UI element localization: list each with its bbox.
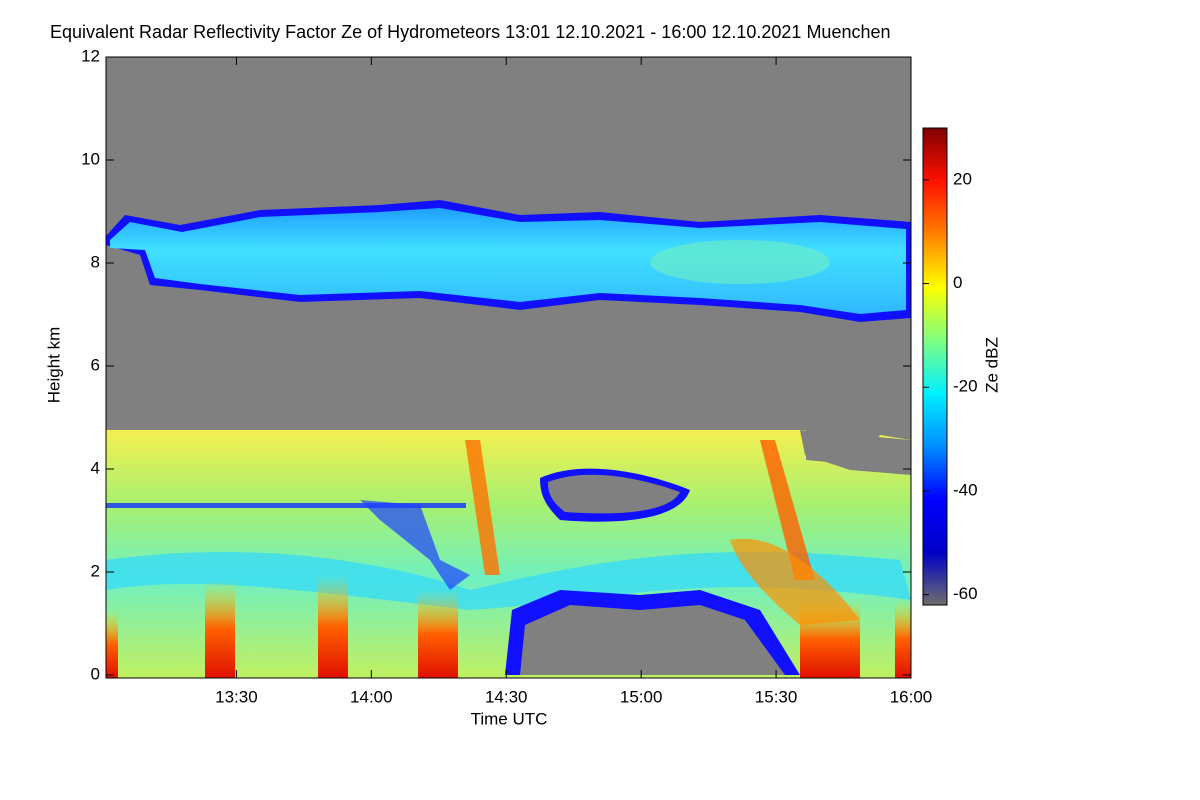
streak — [205, 580, 235, 678]
streak — [895, 600, 911, 678]
hole — [520, 605, 785, 675]
y-tick-label: 8 — [91, 252, 100, 271]
streak — [418, 590, 458, 678]
colorbar-tick-label: 0 — [953, 273, 962, 292]
streak — [730, 538, 860, 625]
x-tick-label: 16:00 — [890, 687, 933, 706]
colorbar — [922, 127, 948, 606]
hole — [800, 430, 911, 475]
y-tick-label: 6 — [91, 355, 100, 374]
cyan-layer — [106, 551, 911, 610]
x-tick-label: 15:30 — [755, 687, 798, 706]
x-tick-label: 14:30 — [485, 687, 528, 706]
chart-title: Equivalent Radar Reflectivity Factor Ze … — [50, 22, 891, 42]
rain-streaks — [106, 440, 911, 678]
blue-layer — [106, 503, 466, 508]
streak — [760, 440, 815, 580]
colorbar-label: Ze dBZ — [982, 337, 1001, 393]
blue-patch — [360, 500, 470, 590]
y-tick-label: 12 — [81, 46, 100, 65]
y-tick-label: 0 — [91, 664, 100, 683]
streak — [106, 610, 118, 678]
plot-frame — [105, 56, 912, 679]
y-tick-label: 2 — [91, 561, 100, 580]
y-tick-label: 4 — [91, 458, 100, 477]
colorbar-tick-label: -40 — [953, 480, 978, 499]
streak — [465, 440, 500, 575]
upper-cloud-core — [650, 240, 830, 284]
x-tick-label: 13:30 — [215, 687, 258, 706]
colorbar-tick-label: -20 — [953, 377, 978, 396]
x-tick-label: 14:00 — [350, 687, 393, 706]
upper-cloud — [110, 208, 906, 314]
x-axis-label: Time UTC — [471, 709, 548, 728]
hole — [548, 474, 680, 514]
y-axis-label: Height km — [44, 327, 63, 404]
x-tick-label: 15:00 — [620, 687, 663, 706]
colorbar-tick-label: 20 — [953, 169, 972, 188]
cloud-top-gap — [106, 410, 911, 465]
plot-area — [106, 57, 911, 678]
colorbar-tick-label: -60 — [953, 584, 978, 603]
streak — [318, 575, 348, 678]
y-tick-label: 10 — [81, 149, 100, 168]
